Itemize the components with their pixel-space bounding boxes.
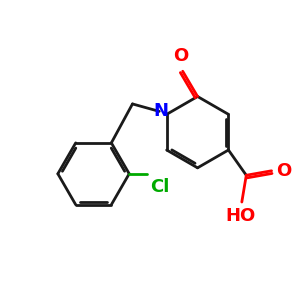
Text: O: O: [174, 47, 189, 65]
Text: Cl: Cl: [150, 178, 170, 196]
Text: N: N: [154, 102, 169, 120]
Text: HO: HO: [225, 207, 256, 225]
Text: O: O: [276, 162, 291, 180]
